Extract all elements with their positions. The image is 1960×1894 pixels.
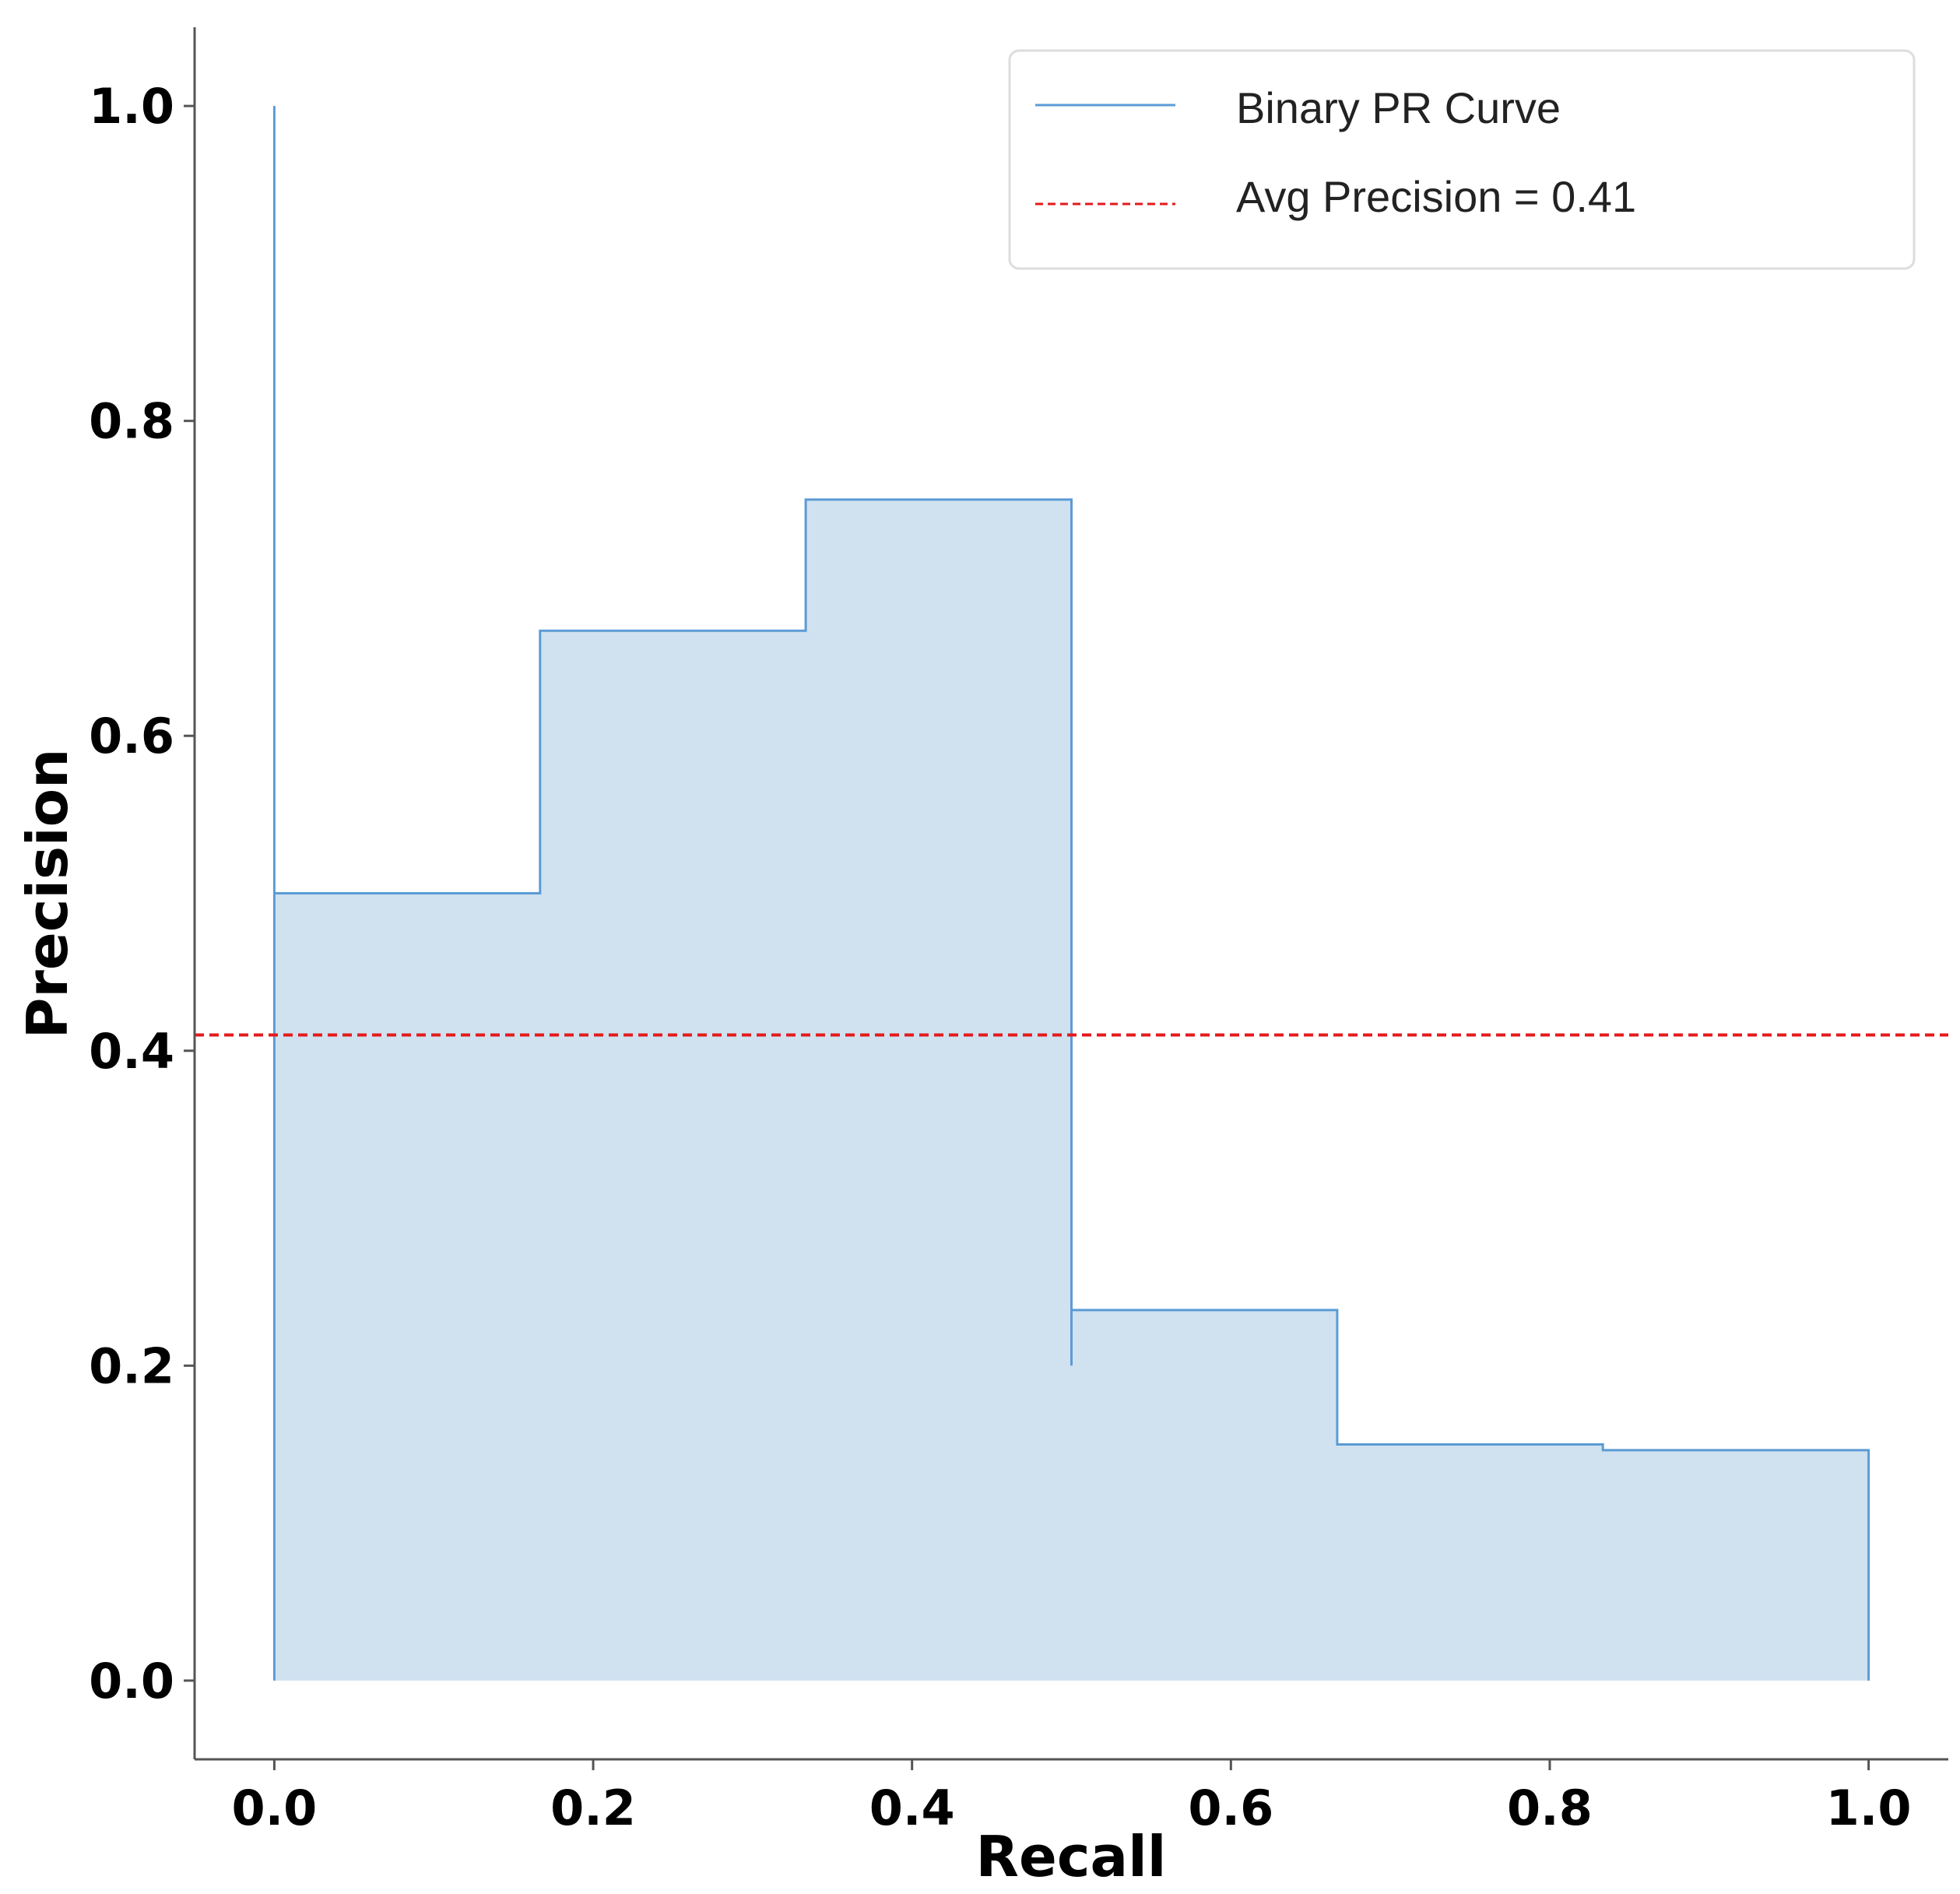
y-tick-label: 0.6 bbox=[89, 708, 174, 764]
legend: Binary PR Curve Avg Precision = 0.41 bbox=[1008, 49, 1916, 270]
y-tick-label: 0.8 bbox=[89, 393, 174, 450]
x-tick-label: 0.4 bbox=[869, 1780, 955, 1836]
legend-label-pr-curve: Binary PR Curve bbox=[1236, 83, 1561, 132]
y-tick-label: 0.0 bbox=[89, 1653, 174, 1710]
y-axis-ticks: 0.0 0.2 0.4 0.6 0.8 1.0 bbox=[89, 78, 195, 1710]
y-tick-label: 0.2 bbox=[89, 1337, 174, 1394]
y-tick-label: 1.0 bbox=[89, 78, 174, 135]
legend-box bbox=[1008, 49, 1916, 270]
pr-curve-fill bbox=[274, 499, 1869, 1681]
x-tick-label: 0.0 bbox=[231, 1780, 317, 1836]
x-tick-label: 0.2 bbox=[550, 1780, 636, 1836]
plot-area bbox=[195, 106, 1948, 1681]
legend-label-avg-precision: Avg Precision = 0.41 bbox=[1236, 172, 1636, 221]
x-tick-label: 1.0 bbox=[1826, 1780, 1912, 1836]
pr-curve-line bbox=[272, 106, 1870, 1681]
x-axis-label: Recall bbox=[976, 1824, 1167, 1889]
x-axis-ticks: 0.0 0.2 0.4 0.6 0.8 1.0 bbox=[231, 1759, 1912, 1836]
y-axis-label: Precision bbox=[15, 749, 80, 1039]
y-tick-label: 0.4 bbox=[89, 1023, 174, 1080]
x-tick-label: 0.8 bbox=[1507, 1780, 1593, 1836]
x-tick-label: 0.6 bbox=[1188, 1780, 1273, 1836]
